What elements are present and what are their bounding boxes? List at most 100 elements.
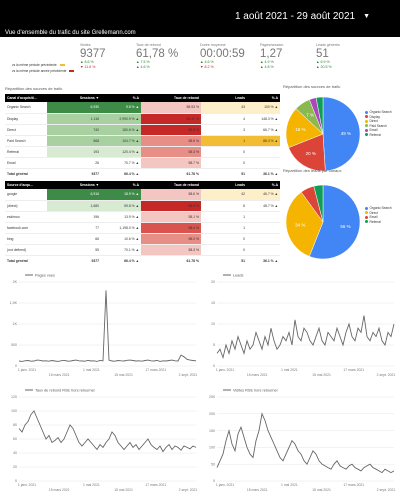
- legend-dot-icon: [365, 128, 368, 132]
- table-cell: 1: [201, 211, 247, 223]
- column-header[interactable]: Sessions ▼: [47, 94, 101, 102]
- table-cell: 1,116: [47, 113, 101, 125]
- table-total-row: Total général 9377 66.4 % ▲ 61.78 % 51 36.1 %…: [5, 255, 280, 267]
- table-total-cell: 61.78 %: [186, 259, 199, 264]
- pie-legend-item[interactable]: Organic Search: [365, 206, 392, 211]
- pie-slice[interactable]: [313, 184, 324, 223]
- x-tick-label: 15 mars 2021: [49, 373, 70, 377]
- table-cell: 58.3 %: [141, 146, 201, 158]
- table-row[interactable]: Paid Search 568 104.7 % ▲ 58.5 % 1 88.3 % ▲: [5, 135, 280, 147]
- x-tick-label: 17 mars 2021: [145, 368, 166, 372]
- table-cell: 58.6 %: [141, 189, 201, 201]
- pie-legend-item[interactable]: Referral: [365, 133, 392, 138]
- legend-dot-icon: [365, 206, 368, 210]
- line-chart-svg: Visites RSE hors retourner 250 200 150 100 50…: [209, 389, 395, 493]
- table-row[interactable]: (not defined) 55 70.1 % ▲ 58.3 % 0: [5, 244, 280, 256]
- table-row[interactable]: Direct 740 180.6 % ▲ 58.8 % 3 66.7 % ▲: [5, 124, 280, 136]
- table-cell: 8: [201, 200, 247, 212]
- table-total-cell: 66.4 % ▲: [124, 259, 139, 264]
- y-tick-label: 20: [13, 465, 17, 469]
- column-header[interactable]: Sessions ▼: [47, 181, 101, 189]
- table-cell: 1,680: [47, 200, 101, 212]
- table-cell: 4: [201, 113, 247, 125]
- x-tick-label: 1 janv. 2021: [18, 368, 36, 372]
- pie-slice[interactable]: [309, 184, 361, 260]
- page-title: Vue d'ensemble du trafic du site Grellem…: [5, 30, 136, 36]
- table-cell: 1: [201, 135, 247, 147]
- column-header[interactable]: Source d'acqu...: [5, 181, 47, 189]
- table-cell: eskimoo: [5, 211, 47, 223]
- pie-legend-item[interactable]: Direct: [365, 211, 392, 216]
- traffic-sources-title: Répartition des sources de trafic: [5, 86, 63, 91]
- table-row[interactable]: Organic Search 6,930 9.8 % ▲ 58.53 % 43 100 %…: [5, 102, 280, 114]
- x-tick-label: 1 janv. 2021: [18, 483, 36, 487]
- table-cell: 13.9 % ▲: [101, 211, 141, 223]
- kpi-leads: Leads générés 51 ▲ 6.9 % ▲ 20.5 %: [316, 43, 340, 69]
- pie-legend-item[interactable]: Organic Search: [365, 110, 392, 115]
- pie-legend-label: Email: [369, 215, 378, 220]
- kpi-legend-previous-period: vs la même période précédente: [12, 63, 65, 67]
- pie-legend-label: Email: [369, 128, 378, 133]
- column-header[interactable]: Canal d'acquisiti...: [5, 94, 47, 102]
- x-tick-label: 15 mars 2021: [49, 488, 70, 492]
- series-line[interactable]: [216, 315, 395, 360]
- table-row[interactable]: Email 26 70.7 % ▲ 58.7 % 0: [5, 157, 280, 169]
- table-cell: 48.7 % ▲: [247, 200, 280, 212]
- pie-legend-item[interactable]: Referral: [365, 220, 392, 225]
- table-cell: 58.3 %: [141, 244, 201, 256]
- header-bar: 1 août 2021 - 29 août 2021 ▼ Vue d'ensem…: [0, 0, 400, 37]
- column-header[interactable]: Taux de rebond: [141, 181, 201, 189]
- table-total-cell: Total général: [7, 259, 28, 264]
- pie-chart-svg: 49 % 20 % 18 % 7 %: [285, 96, 361, 172]
- pie-slice[interactable]: [285, 108, 324, 148]
- pie-legend-item[interactable]: Direct: [365, 119, 392, 124]
- pie-legend-item[interactable]: Paid Search: [365, 124, 392, 129]
- table-cell: Referral: [5, 146, 47, 158]
- x-tick-label: 1 mai 2021: [83, 368, 100, 372]
- table-row[interactable]: (direct) 1,680 59.8 % ▲ 58.9 % 8 48.7 % ▲: [5, 200, 280, 212]
- x-tick-label: 15 mars 2021: [247, 488, 268, 492]
- series-line[interactable]: [18, 290, 197, 362]
- y-tick-label: 60: [13, 437, 17, 441]
- date-range-selector[interactable]: 1 août 2021 - 29 août 2021 ▼: [215, 9, 390, 23]
- table-cell: 104.7 % ▲: [101, 135, 141, 147]
- table-row[interactable]: facebook.com 77 1,198.0 % ▲ 58.4 % 1: [5, 222, 280, 234]
- table-row[interactable]: google 6,916 18.9 % ▲ 58.6 % 42 46.7 % ▲: [5, 189, 280, 201]
- leads-line-chart: Leads 20 15 10 5 0 1 janv. 2021 15 mars 2021 1 m…: [203, 270, 398, 382]
- kpi-bounce-rate: Taux de rebond 61,78 % ▲ 7.5 % ▲ 4.6 %: [136, 43, 179, 69]
- column-header[interactable]: Leads: [201, 94, 247, 102]
- pie-slice[interactable]: [322, 96, 361, 172]
- pie-slice-label: 20 %: [306, 151, 316, 156]
- table-row[interactable]: eskimoo 196 13.9 % ▲ 58.1 % 1: [5, 211, 280, 223]
- legend-dot-icon: [365, 133, 368, 137]
- column-header[interactable]: % Δ: [101, 181, 141, 189]
- pie-slice[interactable]: [285, 191, 324, 257]
- kpi-avg-duration: Durée moyenne 00:00:59 ▲ 4.6 % ▼ 8.2 %: [200, 43, 245, 69]
- table-cell: 100 % ▲: [247, 102, 280, 114]
- legend-dot-icon: [365, 211, 368, 215]
- column-header[interactable]: Taux de rebond: [141, 94, 201, 102]
- table-row[interactable]: bing 66 10.6 % ▲ 58.0 % 0: [5, 233, 280, 245]
- pie-legend-item[interactable]: Email: [365, 215, 392, 220]
- x-tick-label: 17 mars 2021: [343, 483, 364, 487]
- pie-legend-item[interactable]: Display: [365, 115, 392, 120]
- pie-slice[interactable]: [315, 96, 324, 135]
- column-header[interactable]: Leads: [201, 181, 247, 189]
- table-row[interactable]: Referral 193 120.4 % ▲ 58.3 % 0: [5, 146, 280, 158]
- column-header[interactable]: % Δ: [247, 94, 280, 102]
- pie-slice-label: 56 %: [340, 224, 350, 229]
- series-line[interactable]: [18, 410, 197, 453]
- pie-legend-item[interactable]: Email: [365, 128, 392, 133]
- table-row[interactable]: Display 1,116 2,990.9 % ▲ 58.47 % 4 148.3 % ▲: [5, 113, 280, 125]
- column-header[interactable]: % Δ: [247, 181, 280, 189]
- legend-dot-icon: [365, 110, 368, 114]
- table-cell: 0: [201, 146, 247, 158]
- x-tick-label: 15 mai 2021: [114, 373, 133, 377]
- chart-series-label: Pages vues: [35, 274, 55, 278]
- x-tick-label: 1 mai 2021: [83, 483, 100, 487]
- pie-slice[interactable]: [288, 133, 326, 172]
- table-cell: [247, 222, 280, 234]
- column-header[interactable]: % Δ: [101, 94, 141, 102]
- series-line[interactable]: [216, 412, 395, 474]
- y-tick-label: 500: [11, 343, 17, 347]
